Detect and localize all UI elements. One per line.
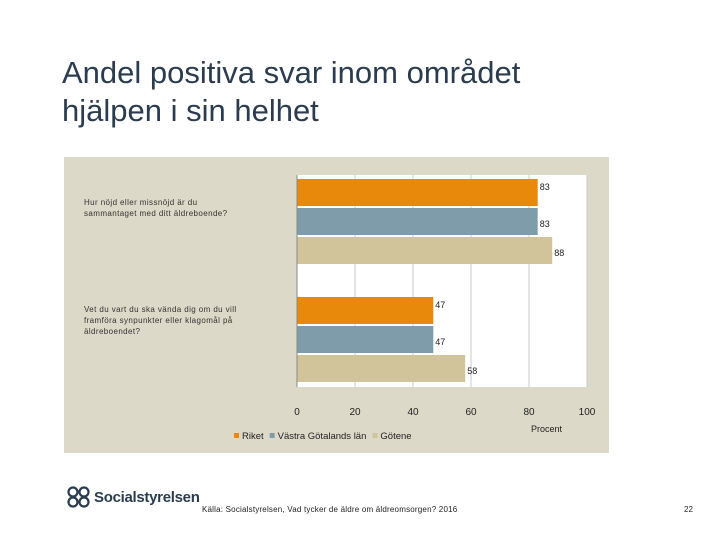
data-label: 47 xyxy=(435,300,445,310)
tick-label: 60 xyxy=(465,407,477,418)
legend-label: Västra Götalands län xyxy=(278,431,367,442)
bar-2-1 xyxy=(297,297,434,324)
data-label: 58 xyxy=(467,366,477,376)
category-label: Hur nöjd eller missnöjd är du xyxy=(84,198,197,207)
data-label: 83 xyxy=(540,182,550,192)
title-line-2: hjälpen i sin helhet xyxy=(62,93,319,128)
legend-swatch xyxy=(234,433,239,438)
category-label: sammantaget med ditt äldreboende? xyxy=(84,209,228,218)
bar-1-3 xyxy=(297,237,553,264)
legend-label: Riket xyxy=(242,431,264,442)
bar-2-2 xyxy=(297,326,434,353)
bar-2-3 xyxy=(297,355,466,382)
tick-label: 40 xyxy=(407,407,419,418)
tick-label: 20 xyxy=(349,407,361,418)
source-note: Källa: Socialstyrelsen, Vad tycker de äl… xyxy=(202,505,458,514)
bar-chart: 83 83 88 Hur nöjd eller missnöjd är du samma… xyxy=(84,175,596,442)
legend-label: Götene xyxy=(380,431,411,442)
bar-1-1 xyxy=(297,179,538,206)
category-label: framföra synpunkter eller klagomål på xyxy=(84,316,233,325)
x-axis-label: Procent xyxy=(531,424,563,434)
category-label: äldreboendet? xyxy=(84,327,141,336)
logo-emblem-icon xyxy=(67,486,90,508)
tick-label: 0 xyxy=(294,407,300,418)
data-label: 83 xyxy=(540,219,550,229)
data-label: 88 xyxy=(554,248,564,258)
bar-1-2 xyxy=(297,208,538,235)
data-label: 47 xyxy=(435,337,445,347)
category-label: Vet du vart du ska vända dig om du vill xyxy=(84,305,237,314)
socialstyrelsen-logo: Socialstyrelsen xyxy=(66,486,200,508)
title-line-1: Andel positiva svar inom området xyxy=(62,55,521,90)
page-number: 22 xyxy=(684,505,693,514)
tick-label: 100 xyxy=(579,407,596,418)
legend-swatch xyxy=(269,433,275,438)
slide-title: Andel positiva svar inom området hjälpen… xyxy=(62,54,662,130)
chart-panel: 83 83 88 Hur nöjd eller missnöjd är du samma… xyxy=(64,157,609,453)
logo-text: Socialstyrelsen xyxy=(94,488,200,506)
legend-swatch xyxy=(372,433,378,438)
tick-label: 80 xyxy=(523,407,535,418)
